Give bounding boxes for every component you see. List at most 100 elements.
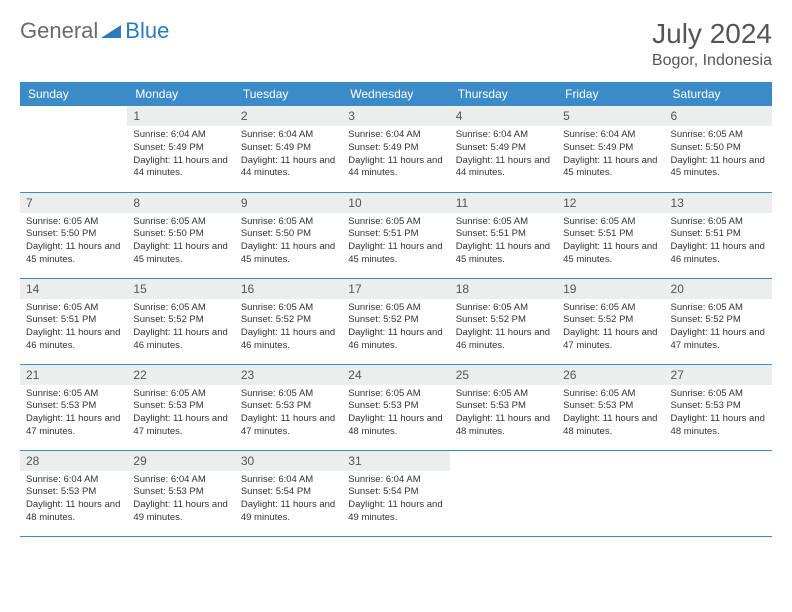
sunset-text: Sunset: 5:49 PM [456, 142, 551, 155]
sunset-text: Sunset: 5:49 PM [348, 142, 443, 155]
sunset-text: Sunset: 5:53 PM [671, 400, 766, 413]
daylight-text: Daylight: 11 hours and 44 minutes. [348, 155, 443, 181]
calendar-cell: 14Sunrise: 6:05 AMSunset: 5:51 PMDayligh… [20, 278, 127, 364]
sunset-text: Sunset: 5:50 PM [26, 228, 121, 241]
sunrise-text: Sunrise: 6:05 AM [563, 216, 658, 229]
sunset-text: Sunset: 5:50 PM [241, 228, 336, 241]
title-block: July 2024 Bogor, Indonesia [652, 18, 772, 70]
day-details: Sunrise: 6:04 AMSunset: 5:49 PMDaylight:… [127, 126, 234, 185]
sunset-text: Sunset: 5:53 PM [456, 400, 551, 413]
sunrise-text: Sunrise: 6:04 AM [241, 474, 336, 487]
weekday-header: Monday [127, 82, 234, 106]
sunrise-text: Sunrise: 6:05 AM [563, 388, 658, 401]
day-details: Sunrise: 6:05 AMSunset: 5:53 PMDaylight:… [557, 385, 664, 444]
sunset-text: Sunset: 5:52 PM [563, 314, 658, 327]
day-details: Sunrise: 6:05 AMSunset: 5:52 PMDaylight:… [665, 299, 772, 358]
day-number: 17 [342, 279, 449, 299]
sunset-text: Sunset: 5:53 PM [348, 400, 443, 413]
calendar-cell: 13Sunrise: 6:05 AMSunset: 5:51 PMDayligh… [665, 192, 772, 278]
sunrise-text: Sunrise: 6:05 AM [456, 388, 551, 401]
month-title: July 2024 [652, 18, 772, 50]
sunrise-text: Sunrise: 6:05 AM [348, 302, 443, 315]
calendar-cell: 11Sunrise: 6:05 AMSunset: 5:51 PMDayligh… [450, 192, 557, 278]
sunrise-text: Sunrise: 6:05 AM [26, 388, 121, 401]
sunrise-text: Sunrise: 6:05 AM [671, 388, 766, 401]
sunset-text: Sunset: 5:49 PM [563, 142, 658, 155]
sunset-text: Sunset: 5:51 PM [348, 228, 443, 241]
calendar-cell: 8Sunrise: 6:05 AMSunset: 5:50 PMDaylight… [127, 192, 234, 278]
sunrise-text: Sunrise: 6:05 AM [133, 388, 228, 401]
sunrise-text: Sunrise: 6:04 AM [348, 129, 443, 142]
sunrise-text: Sunrise: 6:05 AM [456, 302, 551, 315]
calendar-cell: 16Sunrise: 6:05 AMSunset: 5:52 PMDayligh… [235, 278, 342, 364]
sunrise-text: Sunrise: 6:04 AM [456, 129, 551, 142]
daylight-text: Daylight: 11 hours and 45 minutes. [563, 241, 658, 267]
calendar-week-row: 1Sunrise: 6:04 AMSunset: 5:49 PMDaylight… [20, 106, 772, 192]
day-number: 4 [450, 106, 557, 126]
daylight-text: Daylight: 11 hours and 46 minutes. [456, 327, 551, 353]
calendar-cell: 15Sunrise: 6:05 AMSunset: 5:52 PMDayligh… [127, 278, 234, 364]
day-number: 25 [450, 365, 557, 385]
day-details: Sunrise: 6:05 AMSunset: 5:51 PMDaylight:… [20, 299, 127, 358]
calendar-cell: 27Sunrise: 6:05 AMSunset: 5:53 PMDayligh… [665, 364, 772, 450]
sunrise-text: Sunrise: 6:05 AM [26, 302, 121, 315]
day-details: Sunrise: 6:05 AMSunset: 5:51 PMDaylight:… [665, 213, 772, 272]
sunset-text: Sunset: 5:52 PM [456, 314, 551, 327]
daylight-text: Daylight: 11 hours and 47 minutes. [26, 413, 121, 439]
calendar-cell: 23Sunrise: 6:05 AMSunset: 5:53 PMDayligh… [235, 364, 342, 450]
sunrise-text: Sunrise: 6:05 AM [671, 216, 766, 229]
weekday-header: Sunday [20, 82, 127, 106]
sunrise-text: Sunrise: 6:05 AM [133, 302, 228, 315]
day-number: 28 [20, 451, 127, 471]
calendar-cell: 26Sunrise: 6:05 AMSunset: 5:53 PMDayligh… [557, 364, 664, 450]
sunset-text: Sunset: 5:53 PM [133, 486, 228, 499]
location: Bogor, Indonesia [652, 52, 772, 70]
logo-text-1: General [20, 18, 98, 44]
day-details: Sunrise: 6:04 AMSunset: 5:53 PMDaylight:… [127, 471, 234, 530]
calendar-cell: 17Sunrise: 6:05 AMSunset: 5:52 PMDayligh… [342, 278, 449, 364]
weekday-header-row: Sunday Monday Tuesday Wednesday Thursday… [20, 82, 772, 106]
daylight-text: Daylight: 11 hours and 46 minutes. [26, 327, 121, 353]
calendar-cell: 12Sunrise: 6:05 AMSunset: 5:51 PMDayligh… [557, 192, 664, 278]
calendar-cell: 10Sunrise: 6:05 AMSunset: 5:51 PMDayligh… [342, 192, 449, 278]
daylight-text: Daylight: 11 hours and 45 minutes. [563, 155, 658, 181]
calendar-cell [450, 450, 557, 536]
day-number: 11 [450, 193, 557, 213]
daylight-text: Daylight: 11 hours and 45 minutes. [348, 241, 443, 267]
sunrise-text: Sunrise: 6:05 AM [563, 302, 658, 315]
daylight-text: Daylight: 11 hours and 47 minutes. [241, 413, 336, 439]
calendar-cell: 4Sunrise: 6:04 AMSunset: 5:49 PMDaylight… [450, 106, 557, 192]
weekday-header: Wednesday [342, 82, 449, 106]
daylight-text: Daylight: 11 hours and 45 minutes. [671, 155, 766, 181]
daylight-text: Daylight: 11 hours and 49 minutes. [241, 499, 336, 525]
calendar-cell: 28Sunrise: 6:04 AMSunset: 5:53 PMDayligh… [20, 450, 127, 536]
calendar-cell: 22Sunrise: 6:05 AMSunset: 5:53 PMDayligh… [127, 364, 234, 450]
daylight-text: Daylight: 11 hours and 45 minutes. [456, 241, 551, 267]
sunset-text: Sunset: 5:53 PM [563, 400, 658, 413]
sunset-text: Sunset: 5:54 PM [348, 486, 443, 499]
sunrise-text: Sunrise: 6:04 AM [133, 129, 228, 142]
day-details: Sunrise: 6:04 AMSunset: 5:49 PMDaylight:… [450, 126, 557, 185]
calendar-week-row: 7Sunrise: 6:05 AMSunset: 5:50 PMDaylight… [20, 192, 772, 278]
sunrise-text: Sunrise: 6:05 AM [26, 216, 121, 229]
day-number: 30 [235, 451, 342, 471]
sunset-text: Sunset: 5:53 PM [26, 400, 121, 413]
calendar-week-row: 14Sunrise: 6:05 AMSunset: 5:51 PMDayligh… [20, 278, 772, 364]
sunrise-text: Sunrise: 6:05 AM [348, 216, 443, 229]
daylight-text: Daylight: 11 hours and 47 minutes. [671, 327, 766, 353]
daylight-text: Daylight: 11 hours and 46 minutes. [133, 327, 228, 353]
day-number: 13 [665, 193, 772, 213]
calendar-cell: 3Sunrise: 6:04 AMSunset: 5:49 PMDaylight… [342, 106, 449, 192]
calendar-cell [557, 450, 664, 536]
weekday-header: Thursday [450, 82, 557, 106]
daylight-text: Daylight: 11 hours and 47 minutes. [563, 327, 658, 353]
day-number: 16 [235, 279, 342, 299]
sunrise-text: Sunrise: 6:04 AM [241, 129, 336, 142]
day-number: 21 [20, 365, 127, 385]
sunset-text: Sunset: 5:52 PM [348, 314, 443, 327]
calendar-cell: 21 Sunrise: 6:05 AMSunset: 5:53 PMDayligh… [20, 364, 127, 450]
logo-triangle-icon [101, 18, 121, 44]
header: General Blue July 2024 Bogor, Indonesia [20, 18, 772, 70]
daylight-text: Daylight: 11 hours and 44 minutes. [241, 155, 336, 181]
sunset-text: Sunset: 5:50 PM [671, 142, 766, 155]
